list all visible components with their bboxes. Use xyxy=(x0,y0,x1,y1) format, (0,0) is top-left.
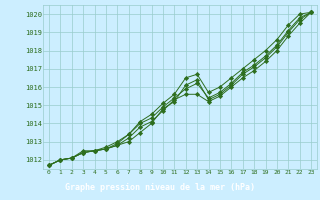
Text: Graphe pression niveau de la mer (hPa): Graphe pression niveau de la mer (hPa) xyxy=(65,182,255,192)
